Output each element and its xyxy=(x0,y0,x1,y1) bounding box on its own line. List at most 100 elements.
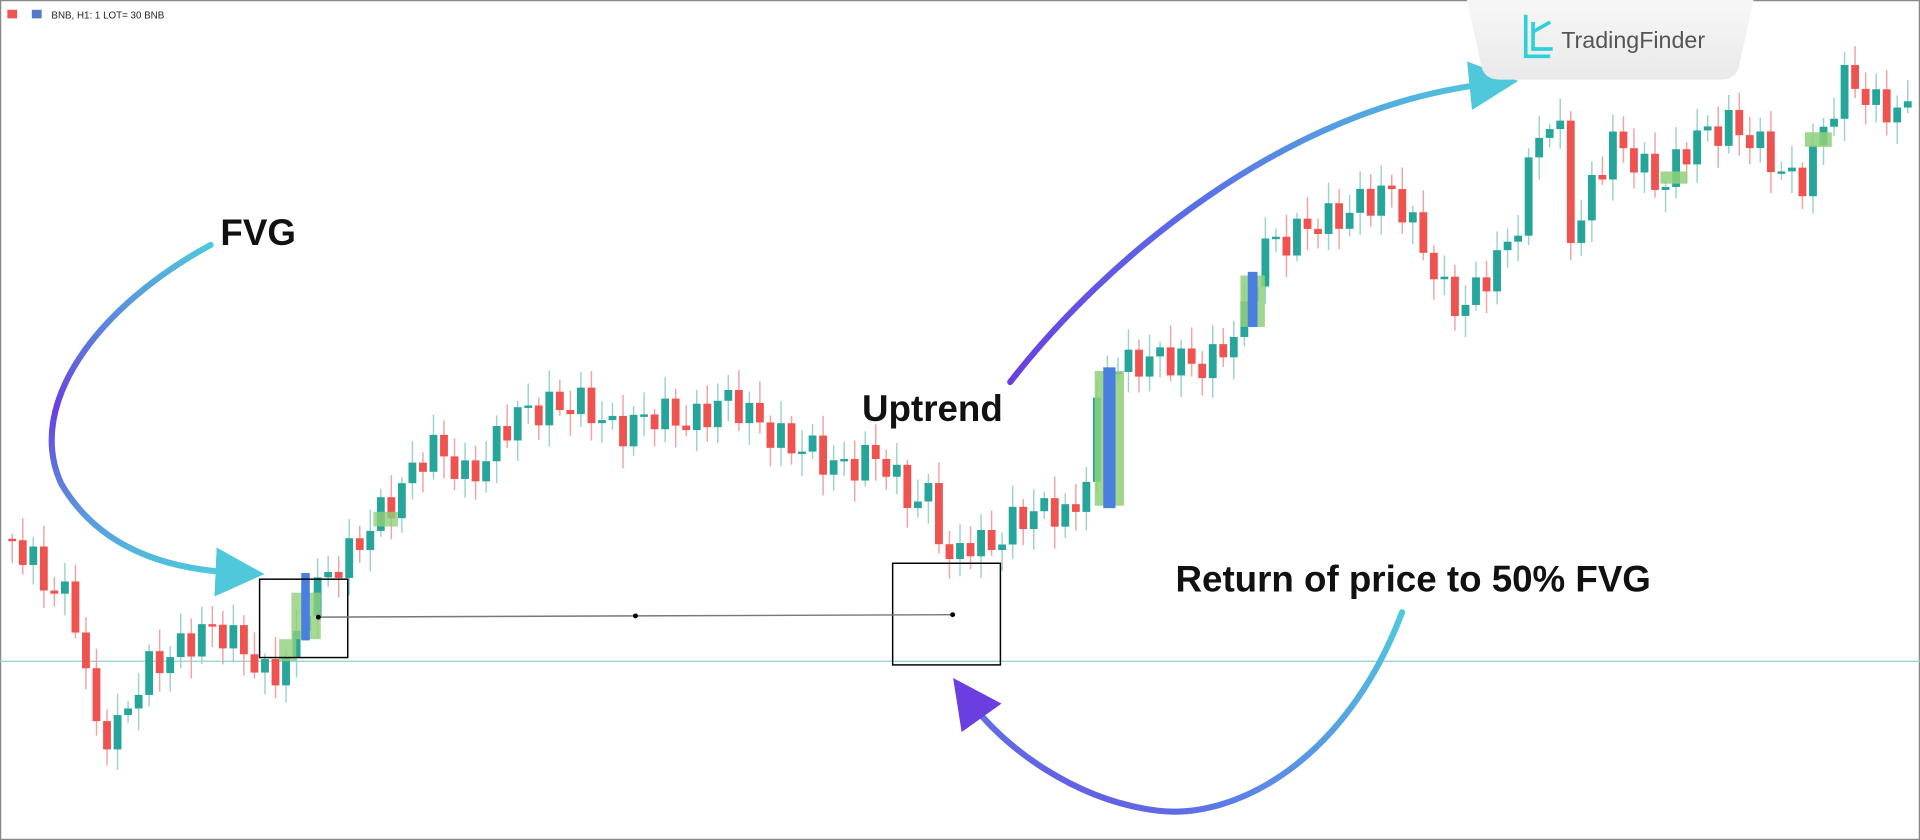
candle-body xyxy=(1419,212,1428,253)
candle-body xyxy=(587,387,596,424)
candle-body xyxy=(1019,506,1028,530)
candles xyxy=(8,46,1912,770)
retest-box xyxy=(891,562,1002,666)
candle-body xyxy=(1766,131,1775,173)
candle-body xyxy=(1703,126,1712,131)
candle-body xyxy=(682,425,691,431)
candle-body xyxy=(1882,89,1891,123)
fvg-zone xyxy=(1804,132,1832,147)
candle-body xyxy=(966,543,975,557)
fvg-label: FVG xyxy=(220,212,295,253)
candle-body xyxy=(324,571,333,578)
candle-body xyxy=(18,540,27,565)
candle-body xyxy=(1124,349,1133,372)
fvg-zone xyxy=(373,511,398,527)
candle-body xyxy=(1566,120,1575,243)
candle-body xyxy=(945,544,954,560)
candle-body xyxy=(176,633,185,658)
candle-body xyxy=(598,420,606,424)
candle-body xyxy=(1577,220,1586,243)
candle-body xyxy=(1398,189,1407,223)
candle-body xyxy=(882,459,891,477)
candle-body xyxy=(850,458,859,481)
candle-body xyxy=(1387,185,1396,190)
candle-body xyxy=(840,458,849,462)
candle-body xyxy=(1272,236,1280,240)
candle-body xyxy=(39,546,48,591)
candle-body xyxy=(1303,218,1312,229)
candle-body xyxy=(1377,185,1386,216)
candle-body xyxy=(566,410,575,415)
candle-body xyxy=(819,435,828,475)
candle-body xyxy=(524,405,533,408)
fvg-zone xyxy=(1660,171,1688,184)
candle-body xyxy=(1008,506,1017,545)
candle-body xyxy=(145,651,154,695)
candle-body xyxy=(1524,157,1533,236)
candle-body xyxy=(1135,349,1143,377)
candle-body xyxy=(1745,135,1754,149)
candle-body xyxy=(1630,148,1638,173)
candle-body xyxy=(1682,149,1691,165)
fvg-candle xyxy=(301,573,310,641)
candle-body xyxy=(756,402,764,423)
toolbar-icon xyxy=(31,9,42,19)
candle-body xyxy=(1324,203,1333,235)
candle-body xyxy=(1672,149,1680,187)
candle-body xyxy=(534,405,543,426)
candle-body xyxy=(1724,110,1733,146)
candle-body xyxy=(1482,277,1491,292)
candle-body xyxy=(1314,228,1322,235)
candle-body xyxy=(987,530,996,550)
candle-body xyxy=(229,625,238,649)
candle-body xyxy=(1840,65,1849,119)
candle-body xyxy=(1451,276,1459,316)
candle-body xyxy=(429,434,438,472)
candle-body xyxy=(998,544,1007,550)
candle-body xyxy=(640,414,648,417)
candle-body xyxy=(1408,212,1417,223)
midline-point xyxy=(315,614,321,620)
candle-body xyxy=(8,538,17,542)
candle-body xyxy=(1472,277,1480,305)
candle-body xyxy=(808,435,817,452)
candle-body xyxy=(397,483,406,519)
candle-body xyxy=(513,407,522,441)
toolbar-icon xyxy=(7,9,18,19)
candle-body xyxy=(1229,336,1238,358)
candle-body xyxy=(1166,347,1175,376)
candle-body xyxy=(1493,250,1501,292)
candle-body xyxy=(82,632,90,669)
candle-body xyxy=(492,426,501,462)
candle-body xyxy=(1219,344,1228,358)
candle-body xyxy=(92,668,101,722)
candle-body xyxy=(871,444,880,460)
candle-body xyxy=(1440,276,1449,280)
candle-body xyxy=(503,426,512,441)
candle-body xyxy=(1640,153,1649,173)
fvg-candle xyxy=(1247,271,1258,327)
candle-body xyxy=(1872,89,1881,105)
candle-body xyxy=(1187,348,1196,364)
candle-body xyxy=(1145,356,1154,377)
candle-body xyxy=(1335,203,1344,229)
candle-body xyxy=(1893,107,1902,123)
candle-body xyxy=(576,387,585,415)
candle-body xyxy=(103,721,111,750)
candle-body xyxy=(113,715,122,750)
candle-body xyxy=(1608,131,1617,180)
candle-body xyxy=(555,391,564,411)
candle-body xyxy=(60,581,69,594)
candle-body xyxy=(124,708,132,716)
candle-body xyxy=(692,403,701,431)
candle-body xyxy=(1661,186,1670,190)
candle-body xyxy=(1177,348,1186,376)
candle-body xyxy=(1082,481,1091,512)
candle-body xyxy=(187,633,196,657)
candle-body xyxy=(913,501,922,508)
return-arrow xyxy=(953,609,1406,815)
fvg-box xyxy=(258,578,349,659)
candle-body xyxy=(924,483,933,502)
